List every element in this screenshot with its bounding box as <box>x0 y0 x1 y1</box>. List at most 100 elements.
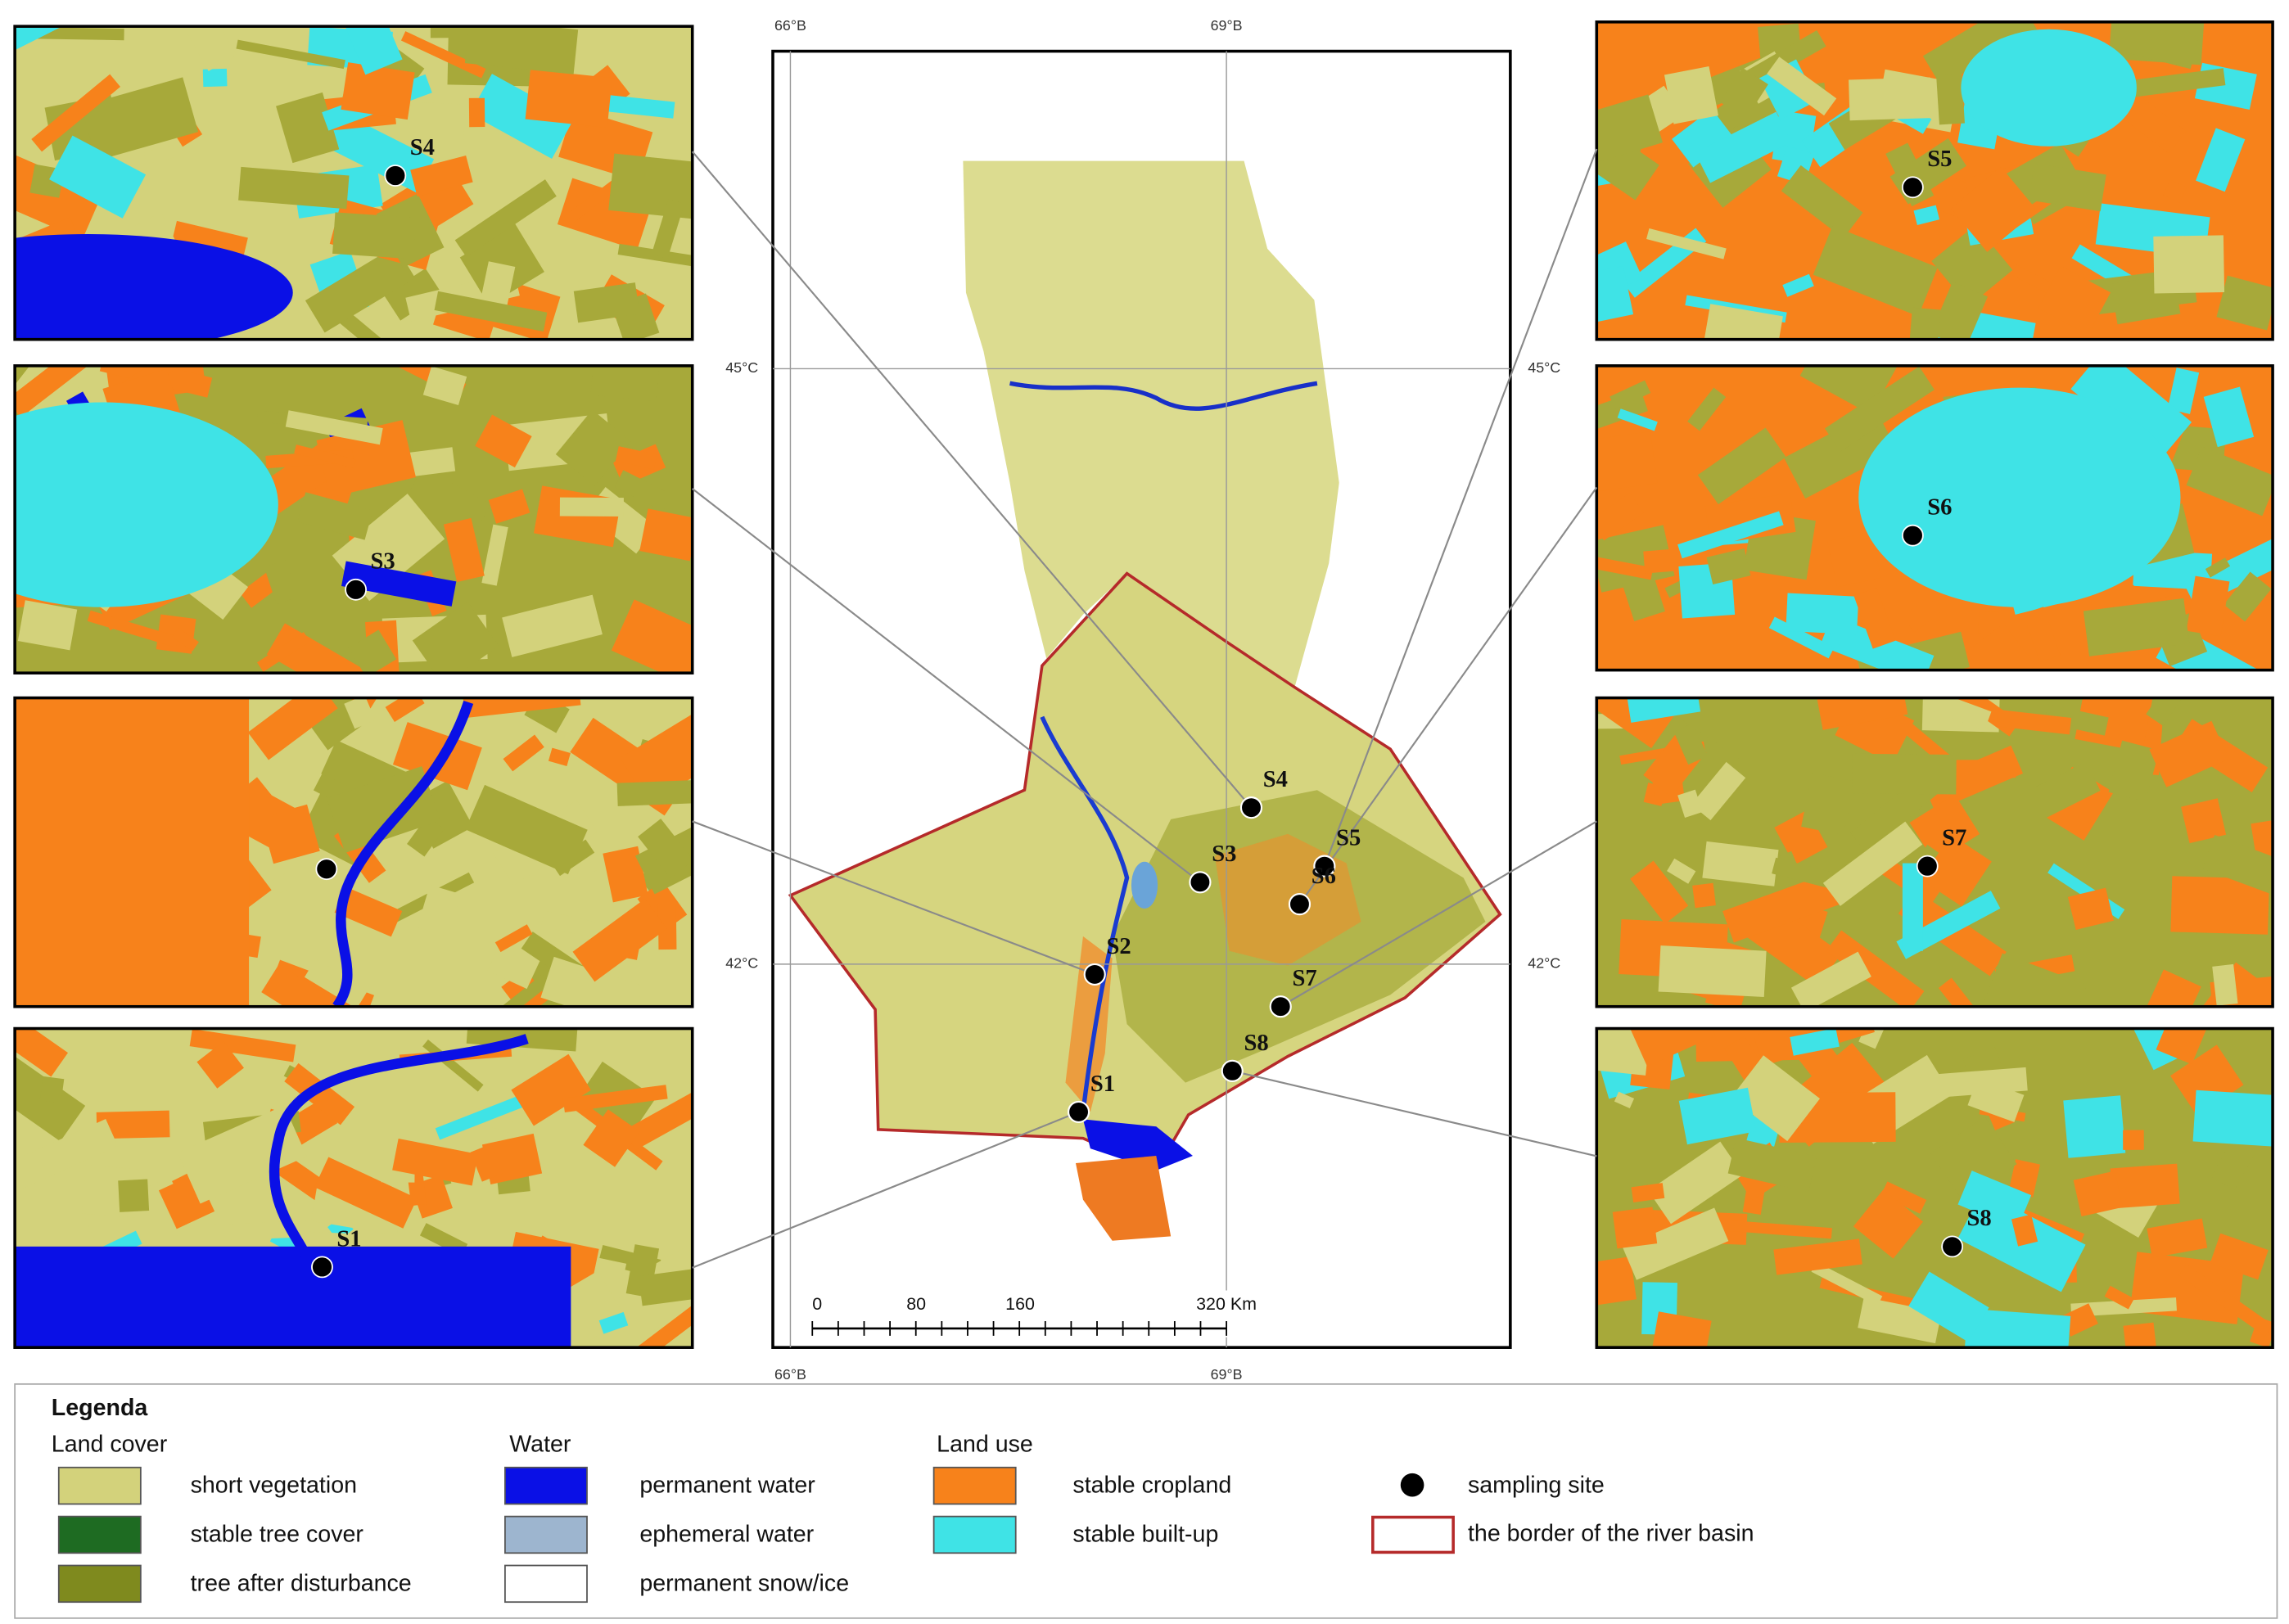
scale-label: 80 <box>906 1294 926 1314</box>
legend-swatch <box>57 1515 142 1554</box>
legend-label: the border of the river basin <box>1468 1521 1754 1547</box>
scale-bar: 0 80 160 320 Km <box>811 1294 1257 1336</box>
land-patch <box>196 1041 244 1089</box>
land-patch <box>2023 607 2061 663</box>
land-patch <box>1617 408 1658 431</box>
land-patch <box>183 26 237 71</box>
land-patch <box>17 600 78 651</box>
land-patch <box>2167 368 2200 414</box>
legend-label: permanent snow/ice <box>639 1570 849 1596</box>
lat-label: 45°C <box>725 359 758 376</box>
land-patch <box>502 594 603 657</box>
land-patch <box>2111 21 2198 70</box>
lat-label: 42°C <box>1528 955 1560 972</box>
land-patch <box>2011 1214 2038 1247</box>
land-patch <box>1919 1067 2028 1099</box>
land-patch <box>2186 446 2273 517</box>
connector <box>692 1111 1079 1269</box>
land-patch <box>1773 1238 1862 1275</box>
land-patch <box>1596 1256 1637 1308</box>
land-patch <box>470 1144 503 1182</box>
land-feature <box>15 1246 571 1348</box>
legend-border-swatch <box>1371 1515 1455 1554</box>
inset <box>15 697 693 1007</box>
land-patch <box>503 734 544 772</box>
land-patch <box>2142 969 2201 1007</box>
land-patch <box>1781 165 1863 239</box>
site-label: S8 <box>1244 1031 1269 1056</box>
connector <box>1231 1070 1597 1157</box>
site-marker <box>315 858 338 881</box>
lake <box>1131 861 1158 909</box>
land-patch <box>202 68 228 88</box>
connector <box>1323 148 1598 867</box>
land-patch <box>2123 1130 2144 1150</box>
site-marker <box>1067 1100 1090 1123</box>
site-marker <box>1239 796 1263 819</box>
site-label: S8 <box>1967 1206 1992 1231</box>
land-patch <box>573 282 640 323</box>
land-patch <box>2210 1138 2256 1190</box>
site-label: S3 <box>1212 841 1236 867</box>
land-patch <box>15 1119 118 1189</box>
land-patch <box>588 857 607 873</box>
land-feature <box>1961 29 2137 147</box>
land-patch <box>1951 760 2016 778</box>
land-patch <box>2147 1218 2208 1258</box>
land-patch <box>118 1179 150 1212</box>
land-patch <box>1687 387 1727 431</box>
land-patch <box>2083 598 2190 656</box>
legend-label: ephemeral water <box>639 1521 814 1547</box>
land-patch <box>616 778 693 806</box>
north-region <box>963 160 1339 691</box>
land-patch <box>1938 977 1981 1007</box>
land-patch <box>1673 723 1708 765</box>
land-patch <box>1936 74 1965 125</box>
land-patch <box>1853 587 1896 649</box>
land-patch <box>1799 365 1897 415</box>
inset-frame <box>13 696 694 1008</box>
land-patch <box>1706 548 1751 584</box>
land-patch <box>177 1105 307 1204</box>
land-patch <box>1786 593 1859 635</box>
land-patch <box>335 308 395 340</box>
land-patch <box>332 212 417 259</box>
land-patch <box>2205 557 2231 578</box>
land-patch <box>1596 94 1663 168</box>
land-patch <box>1691 761 1746 821</box>
connector <box>692 820 1095 976</box>
inset-frame <box>1595 1026 2274 1349</box>
land-patch <box>557 178 652 250</box>
land-feature <box>15 402 278 607</box>
site-marker <box>1083 963 1106 986</box>
land-patch <box>2020 761 2101 824</box>
legend-label: short vegetation <box>191 1473 357 1499</box>
land-patch <box>1678 1087 1757 1145</box>
land-patch <box>236 39 345 70</box>
land-patch <box>1931 224 2013 307</box>
land-patch <box>1790 951 1871 1007</box>
land-patch <box>651 198 685 259</box>
land-patch <box>400 31 486 79</box>
site-label: S5 <box>1336 826 1361 851</box>
connector <box>691 151 1253 809</box>
lon-label: 66°B <box>774 1366 806 1383</box>
site-label: S1 <box>336 1226 361 1252</box>
land-patch <box>144 145 176 165</box>
land-patch <box>1849 77 1932 121</box>
inset-frame <box>13 1026 694 1349</box>
land-patch <box>475 414 532 468</box>
land-patch <box>1596 1028 1651 1076</box>
land-patch <box>15 1028 69 1077</box>
land-patch <box>1767 56 1837 116</box>
land-patch <box>2178 1264 2273 1337</box>
land-patch <box>2029 163 2106 212</box>
land-patch <box>1801 772 1855 836</box>
land-patch <box>2210 972 2273 1006</box>
land-patch <box>417 884 461 937</box>
land-patch <box>1722 872 1843 943</box>
land-patch <box>454 179 557 257</box>
land-patch <box>1951 166 2038 252</box>
land-patch <box>1978 611 1999 635</box>
land-patch <box>410 155 473 197</box>
